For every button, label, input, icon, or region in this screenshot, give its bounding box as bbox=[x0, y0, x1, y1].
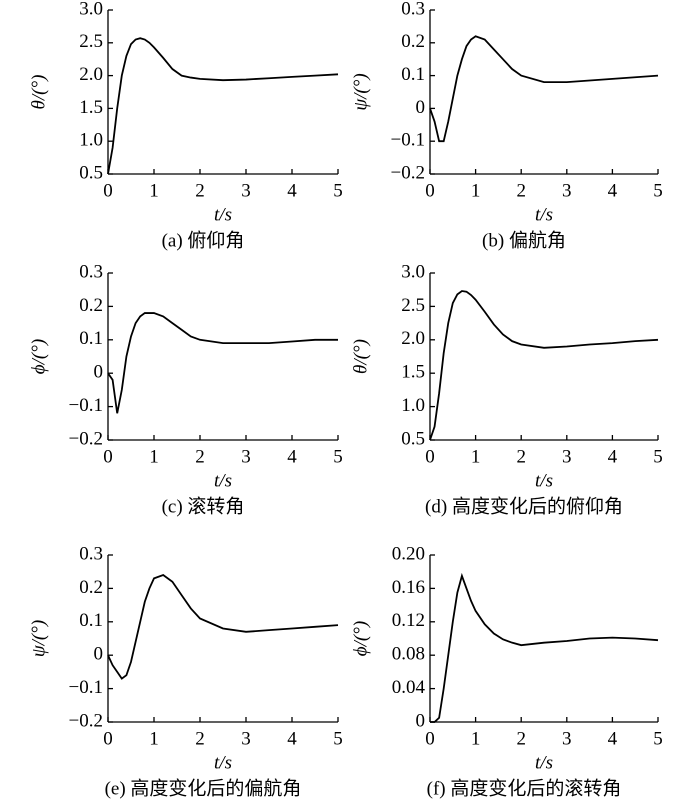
x-tick-label: 0 bbox=[103, 728, 113, 749]
x-tick-label: 0 bbox=[425, 728, 435, 749]
y-tick-label: −0.2 bbox=[69, 428, 103, 449]
x-tick-label: 2 bbox=[516, 728, 526, 749]
x-tick-label: 4 bbox=[608, 728, 618, 749]
x-tick-label: 1 bbox=[471, 446, 481, 467]
y-tick-label: 0.1 bbox=[79, 610, 103, 631]
caption: (e) 高度变化后的偏航角 bbox=[105, 777, 302, 799]
y-tick-label: −0.1 bbox=[69, 677, 103, 698]
x-tick-label: 4 bbox=[608, 180, 618, 201]
y-tick-label: −0.1 bbox=[69, 395, 103, 416]
y-tick-label: 0.1 bbox=[79, 328, 103, 349]
x-tick-label: 2 bbox=[516, 446, 526, 467]
y-axis-label: θ/(°) bbox=[28, 75, 49, 110]
data-line bbox=[430, 572, 659, 723]
y-tick-label: 1.0 bbox=[401, 395, 425, 416]
y-tick-label: 2.5 bbox=[401, 295, 425, 316]
y-tick-label: 0.3 bbox=[401, 0, 425, 19]
x-tick-label: 2 bbox=[195, 180, 205, 201]
x-tick-label: 0 bbox=[103, 446, 113, 467]
data-line bbox=[107, 312, 338, 414]
y-tick-label: 0.2 bbox=[79, 295, 103, 316]
y-tick-label: 0.20 bbox=[392, 543, 425, 564]
x-tick-label: 5 bbox=[653, 180, 663, 201]
x-tick-label: 0 bbox=[425, 180, 435, 201]
y-tick-label: 1.5 bbox=[401, 362, 425, 383]
y-tick-label: −0.1 bbox=[391, 130, 425, 151]
y-tick-label: 0.2 bbox=[401, 31, 425, 52]
x-tick-label: 5 bbox=[653, 446, 663, 467]
caption: (f) 高度变化后的滚转角 bbox=[427, 777, 622, 799]
x-tick-label: 4 bbox=[287, 728, 297, 749]
y-tick-label: 0.16 bbox=[392, 577, 425, 598]
y-tick-label: 2.0 bbox=[79, 64, 103, 85]
x-tick-label: 4 bbox=[287, 446, 297, 467]
x-axis-label: t/s bbox=[214, 204, 232, 225]
y-tick-label: 0.08 bbox=[392, 644, 425, 665]
x-axis-label: t/s bbox=[535, 752, 553, 773]
y-tick-label: 1.5 bbox=[79, 97, 103, 118]
y-tick-label: 0.3 bbox=[79, 543, 103, 564]
x-tick-label: 3 bbox=[241, 180, 251, 201]
y-tick-label: 0.12 bbox=[392, 610, 425, 631]
y-tick-label: 0 bbox=[94, 362, 104, 383]
x-axis-label: t/s bbox=[214, 752, 232, 773]
y-tick-label: −0.2 bbox=[391, 162, 425, 183]
x-tick-label: 0 bbox=[425, 446, 435, 467]
x-axis-label: t/s bbox=[535, 470, 553, 491]
data-line bbox=[429, 35, 659, 143]
x-tick-label: 5 bbox=[653, 728, 663, 749]
caption: (b) 偏航角 bbox=[482, 229, 566, 251]
data-line bbox=[107, 574, 339, 680]
caption: (d) 高度变化后的俯仰角 bbox=[425, 495, 623, 517]
x-tick-label: 2 bbox=[516, 180, 526, 201]
x-axis-label: t/s bbox=[535, 204, 553, 225]
x-tick-label: 2 bbox=[195, 446, 205, 467]
y-axis-label: ψ/(°) bbox=[28, 620, 49, 657]
data-line bbox=[429, 290, 659, 441]
y-axis-label: ϕ/(°) bbox=[28, 339, 49, 374]
x-tick-label: 5 bbox=[333, 180, 343, 201]
x-tick-label: 1 bbox=[471, 728, 481, 749]
x-tick-label: 3 bbox=[562, 446, 572, 467]
y-tick-label: 0.04 bbox=[392, 677, 426, 698]
y-axis-label: ψ/(°) bbox=[350, 73, 371, 110]
y-tick-label: 3.0 bbox=[401, 261, 425, 282]
x-tick-label: 1 bbox=[149, 180, 159, 201]
y-tick-label: 0 bbox=[416, 710, 426, 731]
y-tick-label: 3.0 bbox=[79, 0, 103, 19]
x-tick-label: 3 bbox=[562, 180, 572, 201]
x-tick-label: 5 bbox=[333, 446, 343, 467]
y-tick-label: 0.5 bbox=[401, 428, 425, 449]
x-tick-label: 3 bbox=[241, 728, 251, 749]
y-tick-label: 2.0 bbox=[401, 328, 425, 349]
x-tick-label: 4 bbox=[287, 180, 297, 201]
x-axis-label: t/s bbox=[214, 470, 232, 491]
y-tick-label: 0.2 bbox=[79, 577, 103, 598]
x-tick-label: 5 bbox=[333, 728, 343, 749]
x-tick-label: 0 bbox=[103, 180, 113, 201]
x-tick-label: 1 bbox=[149, 728, 159, 749]
caption: (c) 滚转角 bbox=[162, 495, 245, 517]
y-tick-label: 0.1 bbox=[401, 64, 425, 85]
x-tick-label: 3 bbox=[562, 728, 572, 749]
data-line bbox=[107, 37, 339, 175]
y-axis-label: ϕ/(°) bbox=[350, 621, 371, 656]
y-axis-label: θ/(°) bbox=[350, 339, 371, 374]
x-tick-label: 2 bbox=[195, 728, 205, 749]
y-tick-label: −0.2 bbox=[69, 710, 103, 731]
x-tick-label: 3 bbox=[241, 446, 251, 467]
y-tick-label: 0.3 bbox=[79, 261, 103, 282]
x-tick-label: 4 bbox=[608, 446, 618, 467]
x-tick-label: 1 bbox=[149, 446, 159, 467]
x-tick-label: 1 bbox=[471, 180, 481, 201]
y-tick-label: 0 bbox=[416, 97, 426, 118]
y-tick-label: 2.5 bbox=[79, 31, 103, 52]
y-tick-label: 0.5 bbox=[79, 162, 103, 183]
caption: (a) 俯仰角 bbox=[162, 229, 245, 251]
y-tick-label: 1.0 bbox=[79, 130, 103, 151]
y-tick-label: 0 bbox=[94, 644, 104, 665]
